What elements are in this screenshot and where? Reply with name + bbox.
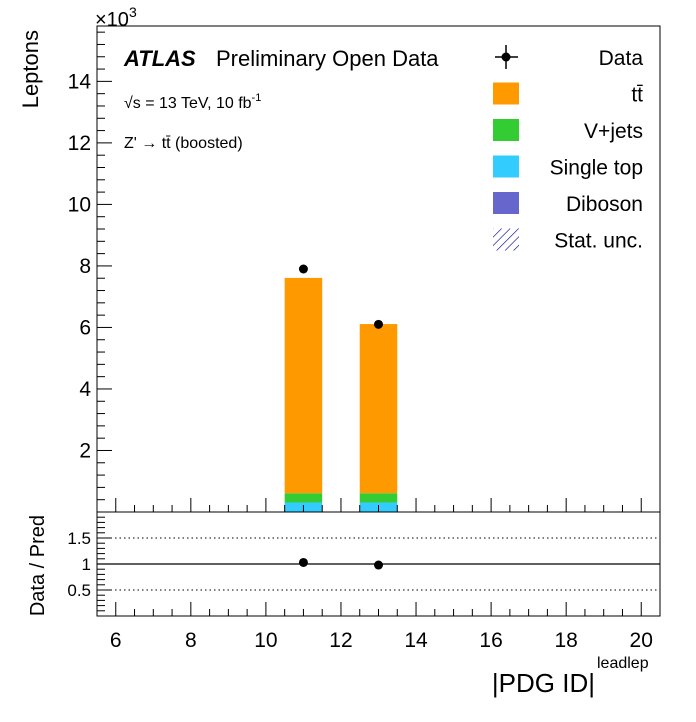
main-y-axis: 2 4 6 8 10 12 14: [68, 31, 112, 501]
legend-label: Single top: [550, 157, 643, 180]
y-tick-label: 2: [79, 439, 91, 462]
ratio-points: [298, 557, 383, 570]
legend-hatch: [493, 228, 519, 251]
x-tick-label: 6: [110, 629, 122, 652]
legend-label: Data: [599, 47, 644, 70]
legend-swatch: [493, 155, 519, 178]
y-exponent-label: ×103: [95, 4, 137, 31]
legend-swatch: [493, 119, 519, 141]
legend-label: Diboson: [566, 193, 643, 216]
main-x-ticks: [115, 498, 642, 512]
legend-marker: [501, 52, 511, 62]
legend-label: Stat. unc.: [554, 230, 643, 253]
legend-label: V+jets: [584, 120, 643, 143]
ratio-point: [374, 560, 383, 570]
bar-segment: [359, 324, 398, 494]
x-tick-label: 8: [185, 629, 197, 652]
x-tick-label: 18: [554, 629, 577, 652]
x-axis-label-sup: leadlep: [597, 655, 649, 672]
x-tick-label: 16: [479, 629, 502, 652]
ratio-y-tick-label: 0.5: [67, 581, 91, 600]
y-tick-label: 14: [68, 70, 92, 93]
x-tick-label: 12: [329, 629, 352, 652]
data-points: [298, 264, 383, 329]
y-tick-label: 12: [68, 132, 91, 155]
legend: Data tt̄ V+jets Single top Diboson Stat. unc.: [493, 45, 643, 253]
y-tick-label: 10: [68, 193, 91, 216]
stacked-bars: [284, 277, 398, 512]
main-y-axis-label: Leptons: [18, 30, 43, 108]
y-tick-label: 4: [79, 378, 91, 401]
y-tick-label: 8: [79, 255, 91, 278]
bar-segment: [284, 493, 323, 503]
x-axis-label: |PDG ID|: [492, 668, 595, 698]
ratio-point: [298, 557, 308, 567]
y-tick-label: 6: [79, 316, 91, 339]
data-point: [298, 264, 308, 274]
legend-swatch: [493, 192, 519, 214]
legend-swatch: [493, 82, 519, 105]
ratio-y-axis: 0.5 1 1.5: [67, 516, 112, 612]
legend-label: tt̄: [631, 84, 643, 107]
energy-label: √s = 13 TeV, 10 fb-1: [124, 92, 261, 112]
bar-segment: [284, 277, 323, 494]
bar-segment: [359, 493, 398, 503]
x-tick-label: 10: [254, 629, 277, 652]
ratio-x-axis: 6 8 10 12 14 16 18 20: [110, 602, 653, 652]
x-tick-label: 14: [404, 629, 428, 652]
ratio-y-tick-label: 1.5: [67, 529, 91, 548]
ratio-y-tick-label: 1: [82, 555, 91, 574]
x-tick-label: 20: [630, 629, 653, 652]
preliminary-label: Preliminary Open Data: [216, 46, 439, 71]
data-point: [374, 319, 383, 329]
atlas-label: ATLAS: [123, 46, 196, 71]
ratio-y-axis-label: Data / Pred: [27, 515, 49, 616]
channel-label: Z' → tt̄ (boosted): [124, 135, 243, 152]
